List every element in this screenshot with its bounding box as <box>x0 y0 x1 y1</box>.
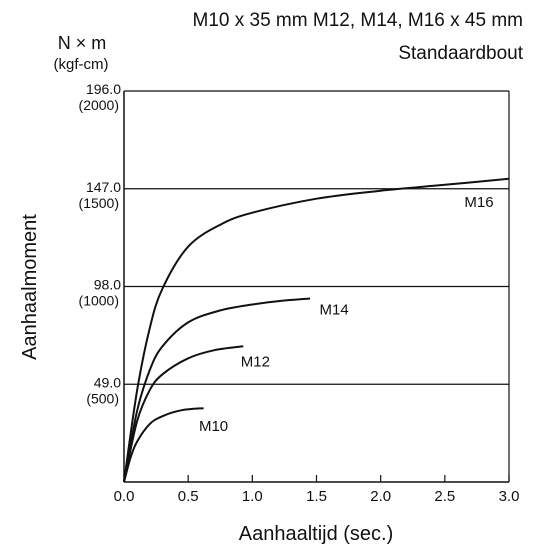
x-tick-label: 0.5 <box>178 488 199 505</box>
series-label-m10: M10 <box>199 418 228 435</box>
gridlines <box>124 91 509 384</box>
x-axis-label: Aanhaaltijd (sec.) <box>239 523 394 545</box>
y-unit-label: N × m <box>58 33 107 53</box>
y-tick-label: 147.0 <box>86 179 121 195</box>
series-line-m16 <box>124 179 509 482</box>
x-tick-labels: 0.0 0.5 1.0 1.5 2.0 2.5 3.0 <box>114 488 520 505</box>
x-tick-label: 1.5 <box>306 488 327 505</box>
y-tick-sublabel: (2000) <box>79 97 119 113</box>
x-tick-label: 2.0 <box>370 488 391 505</box>
y-tick-sublabel: (1500) <box>79 195 119 211</box>
chart-subtitle: Standaardbout <box>398 43 523 64</box>
y-tick-sublabel: (1000) <box>79 293 119 309</box>
series-label-m14: M14 <box>319 301 348 318</box>
y-unit-secondary-label: (kgf-cm) <box>54 56 109 73</box>
y-tick-sublabel: (500) <box>86 390 119 406</box>
chart-title: M10 x 35 mm M12, M14, M16 x 45 mm <box>193 10 524 31</box>
y-tick-label: 49.0 <box>94 374 121 390</box>
series-labels: M16 M14 M12 M10 <box>199 194 494 435</box>
x-tick-label: 3.0 <box>499 488 520 505</box>
series-label-m16: M16 <box>464 194 493 211</box>
x-tick-label: 0.0 <box>114 488 135 505</box>
y-tick-label: 196.0 <box>86 81 121 97</box>
series-lines <box>124 179 509 482</box>
series-line-m14 <box>124 299 310 483</box>
x-tick-label: 2.5 <box>434 488 455 505</box>
series-label-m12: M12 <box>241 353 270 370</box>
x-tick-label: 1.0 <box>242 488 263 505</box>
y-axis-label: Aanhaalmoment <box>19 214 41 360</box>
y-tick-labels: 49.0(500) 98.0(1000) 147.0(1500) 196.0(2000… <box>79 81 122 406</box>
y-tick-label: 98.0 <box>94 277 121 293</box>
